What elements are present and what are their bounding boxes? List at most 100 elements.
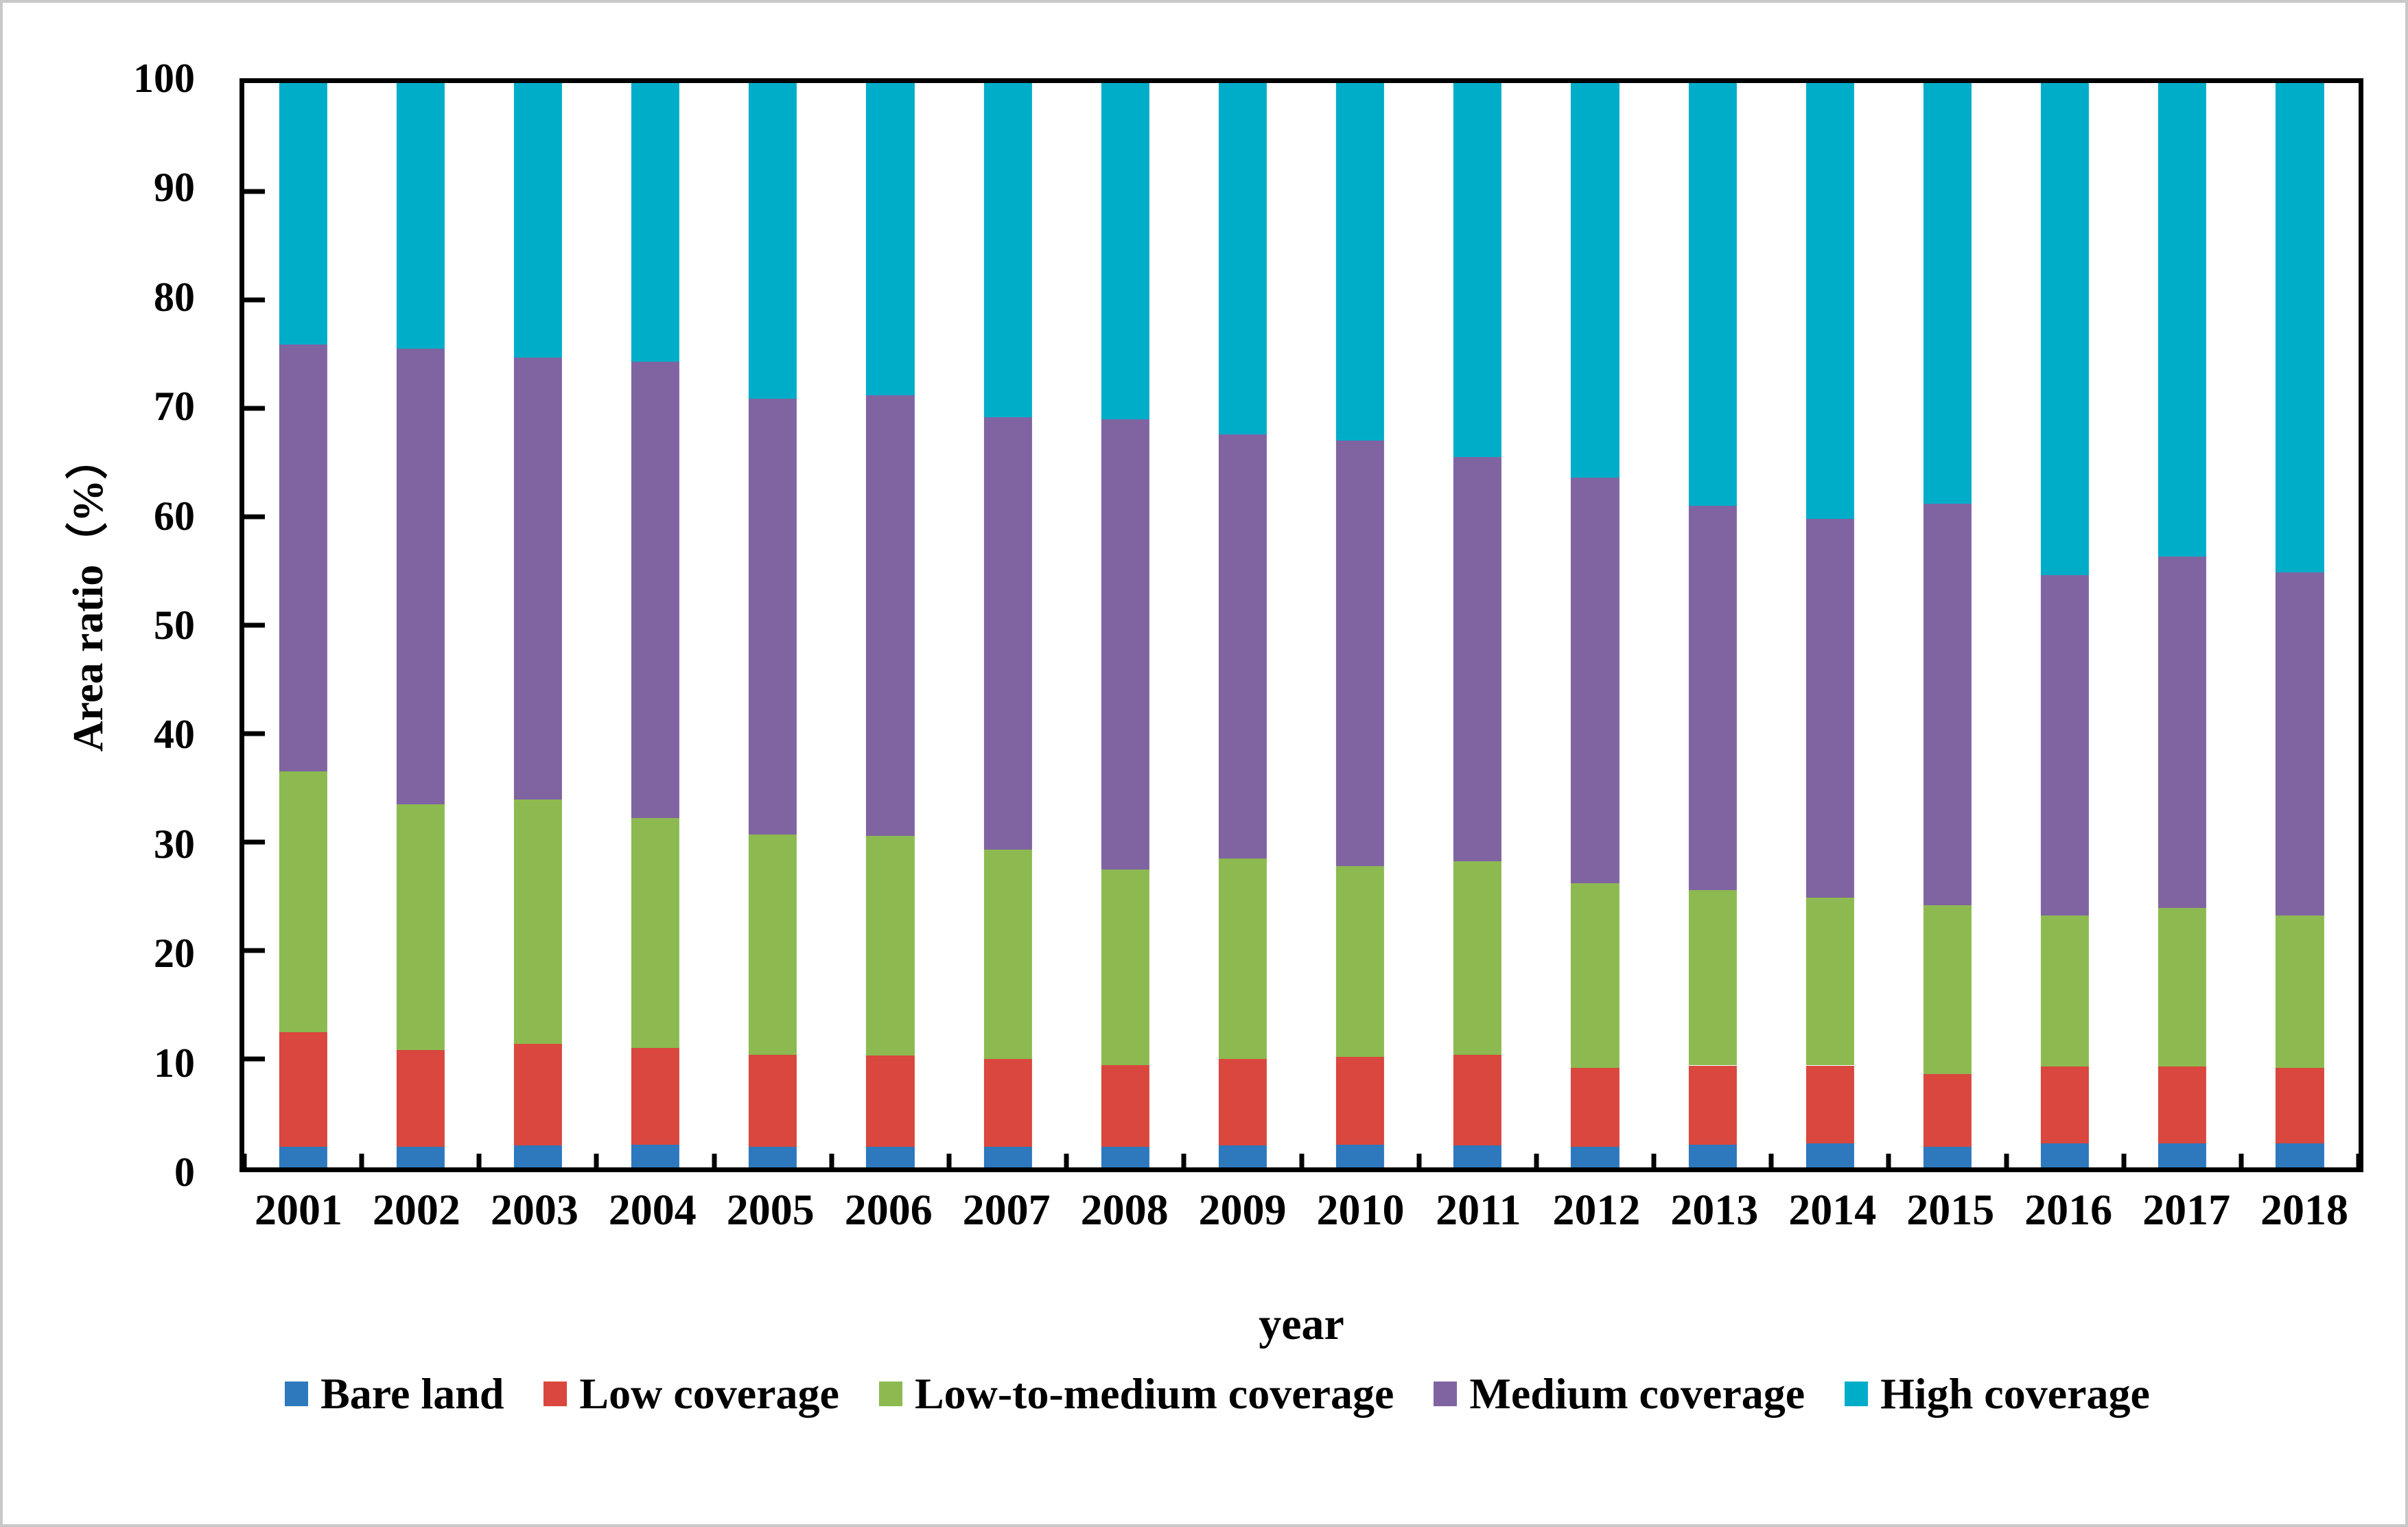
bar-segment-2013-high-coverage — [1688, 83, 1737, 506]
bar-slot-2002 — [362, 83, 479, 1167]
x-tick-mark-2 — [476, 1154, 482, 1167]
bar-segment-2004-medium-coverage — [631, 362, 680, 819]
bar-segment-2012-bare-land — [1571, 1146, 1620, 1167]
y-tick-mark-70 — [244, 406, 265, 411]
bar-2016 — [2040, 83, 2090, 1167]
bar-segment-2002-high-coverage — [396, 83, 445, 349]
bar-segment-2008-low-to-medium-coverage — [1101, 869, 1149, 1066]
x-tick-mark-14 — [1886, 1154, 1891, 1167]
x-tick-label-2016: 2016 — [2024, 1185, 2113, 1234]
bar-segment-2018-high-coverage — [2276, 83, 2324, 572]
bar-segment-2017-medium-coverage — [2158, 557, 2207, 909]
bar-segment-2005-low-coverage — [749, 1054, 797, 1147]
bar-2006 — [866, 83, 915, 1167]
bar-segment-2002-low-coverage — [396, 1050, 445, 1147]
bar-segment-2013-bare-land — [1688, 1144, 1737, 1167]
bar-segment-2015-low-to-medium-coverage — [1923, 905, 1972, 1075]
x-axis-tick-labels: 2001 2002 2003 2004 2005 2006 2007 2008 2009 2010… — [239, 1188, 2363, 1250]
bar-segment-2007-medium-coverage — [983, 417, 1032, 850]
y-tick-label-70: 70 — [154, 384, 195, 430]
bar-segment-2011-medium-coverage — [1453, 457, 1502, 862]
bar-2014 — [1805, 83, 1854, 1167]
bar-segment-2005-bare-land — [749, 1146, 797, 1167]
x-tick-mark-5 — [829, 1154, 834, 1167]
bar-segment-2010-medium-coverage — [1335, 441, 1385, 866]
bar-segment-2017-high-coverage — [2158, 83, 2207, 557]
bar-slot-2010 — [1302, 83, 1419, 1167]
bar-segment-2008-medium-coverage — [1101, 419, 1149, 870]
x-tick-label-2014: 2014 — [1788, 1185, 1877, 1234]
bar-segment-2006-low-to-medium-coverage — [866, 835, 915, 1056]
legend-swatch-icon — [1434, 1382, 1458, 1406]
bar-segment-2011-high-coverage — [1453, 83, 1502, 458]
bar-segment-2001-medium-coverage — [279, 344, 327, 772]
legend-swatch-icon — [543, 1382, 568, 1406]
bar-2001 — [279, 83, 327, 1167]
bar-slot-2005 — [714, 83, 832, 1167]
bar-slot-2013 — [1654, 83, 1771, 1167]
x-tick-label-2007: 2007 — [962, 1185, 1051, 1234]
x-tick-mark-17 — [2238, 1154, 2244, 1167]
bar-segment-2016-medium-coverage — [2040, 575, 2090, 916]
bar-segment-2008-low-coverage — [1101, 1065, 1149, 1147]
x-tick-mark-16 — [2121, 1154, 2127, 1167]
bar-segment-2018-low-coverage — [2276, 1067, 2324, 1144]
bar-2003 — [513, 83, 562, 1167]
legend-swatch-icon — [878, 1382, 902, 1406]
bar-segment-2017-bare-land — [2158, 1143, 2207, 1167]
bar-segment-2003-low-to-medium-coverage — [513, 800, 562, 1044]
bar-segment-2015-high-coverage — [1923, 83, 1972, 504]
bar-segment-2010-low-to-medium-coverage — [1335, 865, 1385, 1057]
bar-segment-2002-bare-land — [396, 1146, 445, 1167]
x-tick-mark-13 — [1768, 1154, 1774, 1167]
y-tick-label-30: 30 — [154, 821, 195, 867]
x-tick-label-2004: 2004 — [608, 1185, 697, 1234]
bar-2013 — [1688, 83, 1737, 1167]
bar-segment-2011-low-coverage — [1453, 1054, 1502, 1146]
bar-segment-2010-high-coverage — [1335, 83, 1385, 441]
bar-segment-2010-bare-land — [1335, 1144, 1385, 1167]
bar-segment-2006-medium-coverage — [866, 395, 915, 836]
bar-segment-2015-bare-land — [1923, 1146, 1972, 1167]
bar-slot-2014 — [1771, 83, 1889, 1167]
bar-slot-2011 — [1419, 83, 1536, 1167]
x-tick-mark-18 — [2356, 1154, 2361, 1167]
legend-label: Low-to-medium coverage — [914, 1369, 1394, 1418]
legend: Bare land Low coverage Low-to-medium cover… — [113, 1372, 2322, 1416]
bar-segment-2009-low-coverage — [1218, 1059, 1267, 1146]
bar-slot-2003 — [479, 83, 596, 1167]
bar-segment-2013-medium-coverage — [1688, 506, 1737, 890]
bar-2008 — [1101, 83, 1149, 1167]
bar-segment-2004-bare-land — [631, 1144, 680, 1167]
y-tick-mark-60 — [244, 514, 265, 520]
bar-segment-2007-low-to-medium-coverage — [983, 850, 1032, 1059]
bar-segment-2008-bare-land — [1101, 1146, 1149, 1167]
y-tick-label-90: 90 — [154, 165, 195, 211]
x-tick-label-2006: 2006 — [844, 1185, 933, 1234]
bar-slot-2018 — [2241, 83, 2359, 1167]
x-tick-label-2005: 2005 — [726, 1185, 815, 1234]
x-tick-mark-8 — [1181, 1154, 1187, 1167]
legend-item-medium-coverage: Medium coverage — [1434, 1372, 1805, 1416]
bar-segment-2006-low-coverage — [866, 1056, 915, 1147]
bar-segment-2013-low-to-medium-coverage — [1688, 889, 1737, 1066]
bar-segment-2007-low-coverage — [983, 1059, 1032, 1147]
bar-segment-2005-high-coverage — [749, 83, 797, 399]
bar-slot-2008 — [1066, 83, 1184, 1167]
bar-segment-2010-low-coverage — [1335, 1056, 1385, 1145]
bar-segment-2012-low-to-medium-coverage — [1571, 883, 1620, 1068]
bar-slot-2007 — [949, 83, 1066, 1167]
y-tick-mark-10 — [244, 1056, 265, 1062]
bar-segment-2014-bare-land — [1805, 1143, 1854, 1167]
bar-2009 — [1218, 83, 1267, 1167]
bar-segment-2017-low-coverage — [2158, 1066, 2207, 1144]
bar-2015 — [1923, 83, 1972, 1167]
x-tick-mark-15 — [2004, 1154, 2009, 1167]
bar-segment-2001-low-coverage — [279, 1031, 327, 1147]
legend-label: Bare land — [320, 1369, 504, 1418]
bar-segment-2001-bare-land — [279, 1146, 327, 1167]
bar-segment-2012-medium-coverage — [1571, 478, 1620, 884]
x-axis-title: year — [1259, 1299, 1344, 1349]
bar-segment-2016-low-to-medium-coverage — [2040, 916, 2090, 1067]
